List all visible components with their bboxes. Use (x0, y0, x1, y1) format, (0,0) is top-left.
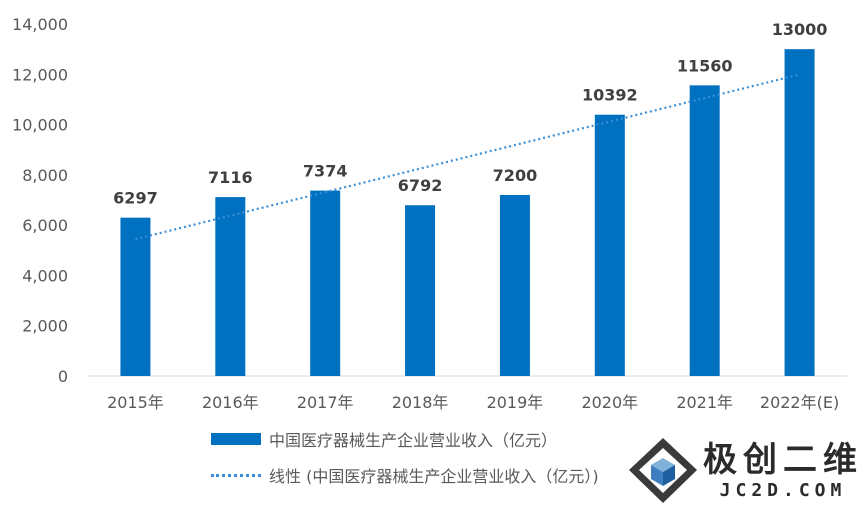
bar-chart: 02,0004,0006,0008,00010,00012,00014,000 … (12, 15, 847, 412)
cube-icon (629, 438, 697, 503)
bar (215, 197, 246, 376)
data-label: 7374 (303, 162, 348, 181)
x-tick-label: 2018年 (392, 393, 449, 412)
data-label: 13000 (772, 20, 828, 39)
data-label: 6297 (113, 189, 158, 208)
watermark-domain: JC2D.COM (719, 479, 847, 501)
x-tick-label: 2019年 (487, 393, 544, 412)
legend-bar-label: 中国医疗器械生产企业营业收入（亿元） (269, 431, 558, 450)
watermark: 极创二维 JC2D.COM (625, 434, 867, 507)
y-tick-label: 6,000 (22, 216, 68, 235)
legend-bar-swatch (211, 433, 261, 445)
trendline (135, 73, 800, 241)
x-tick-label: 2016年 (202, 393, 259, 412)
bar (499, 194, 530, 376)
x-tick-label: 2015年 (107, 393, 164, 412)
data-label: 11560 (677, 56, 733, 75)
bar (594, 114, 625, 377)
data-label: 6792 (398, 176, 443, 195)
legend-item-trendline: 线性 (中国医疗器械生产企业营业收入（亿元）) (211, 463, 867, 487)
bars (120, 49, 815, 377)
y-tick-label: 2,000 (22, 317, 68, 336)
x-axis-ticks: 2015年 2016年 2017年 2018年 2019年 2020年 2021年 2022年… (107, 393, 839, 412)
data-labels: 6297 7116 7374 6792 7200 10392 11560 13000 (113, 20, 827, 208)
legend-trend-label: 线性 (中国医疗器械生产企业营业收入（亿元）) (269, 467, 599, 486)
data-label: 7200 (493, 166, 538, 185)
bar (310, 190, 341, 376)
y-tick-label: 12,000 (12, 65, 68, 84)
watermark-title: 极创二维 (703, 439, 863, 480)
x-tick-label: 2021年 (676, 393, 733, 412)
x-tick-label: 2022年(E) (760, 393, 839, 412)
y-tick-label: 10,000 (12, 116, 68, 135)
y-tick-label: 0 (58, 367, 68, 386)
y-tick-label: 14,000 (12, 15, 68, 34)
bar (784, 49, 815, 377)
data-label: 10392 (582, 86, 638, 105)
data-label: 7116 (208, 168, 253, 187)
legend-item-bar: 中国医疗器械生产企业营业收入（亿元） (211, 427, 867, 451)
legend-trend-swatch (211, 473, 261, 477)
bar (120, 217, 151, 376)
y-axis-ticks: 0 2,000 4,000 6,000 8,000 10,000 12,000 14,000 (12, 15, 68, 386)
bar (689, 85, 720, 376)
bar (405, 205, 436, 376)
watermark-text: 极创二维 JC2D.COM (703, 440, 863, 502)
x-tick-label: 2017年 (297, 393, 354, 412)
y-tick-label: 8,000 (22, 166, 68, 185)
x-tick-label: 2020年 (581, 393, 638, 412)
y-tick-label: 4,000 (22, 266, 68, 285)
